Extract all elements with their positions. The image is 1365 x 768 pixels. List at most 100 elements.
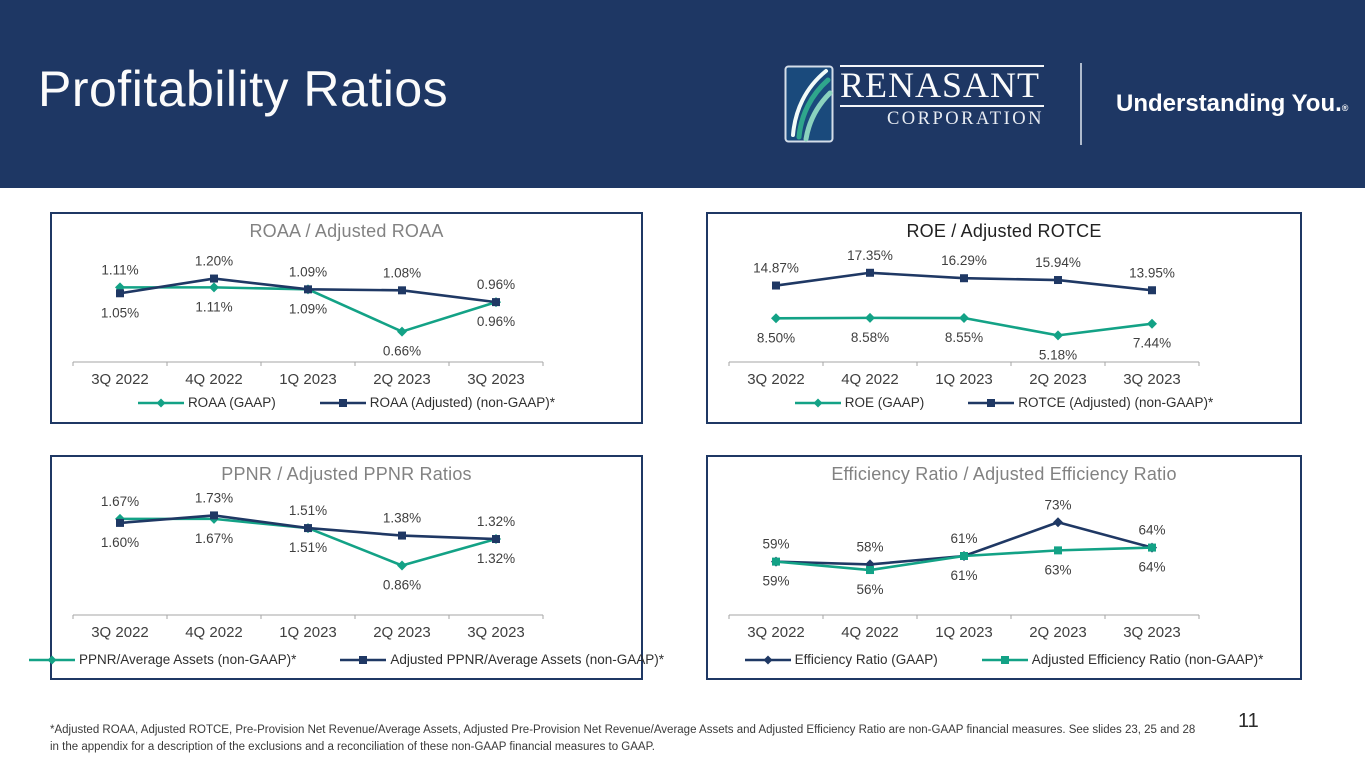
data-point-label: 1.51% [289, 540, 327, 555]
data-point-label: 0.66% [383, 344, 421, 359]
legend-item: ROAA (Adjusted) (non-GAAP)* [319, 395, 556, 410]
chart-legend-roe-rotce: ROE (GAAP) ROTCE (Adjusted) (non-GAAP)* [708, 395, 1300, 410]
legend-label: ROTCE (Adjusted) (non-GAAP)* [1018, 395, 1214, 410]
data-point-label: 16.29% [941, 253, 987, 268]
data-point-marker [304, 524, 312, 533]
line-chart-roaa: 3Q 2022 4Q 2022 1Q 2023 2Q 2023 3Q 2023 1.11%… [52, 242, 641, 394]
chart-title-efficiency: Efficiency Ratio / Adjusted Efficiency R… [831, 464, 1177, 484]
data-point-marker [398, 286, 406, 295]
data-point-marker [1054, 276, 1062, 285]
data-point-label: 1.11% [101, 262, 138, 277]
logo-subtitle: CORPORATION [886, 108, 1044, 129]
chart-plot-area: 3Q 2022 4Q 2022 1Q 2023 2Q 2023 3Q 2023 1.11%… [72, 254, 544, 388]
data-point-marker [1053, 517, 1063, 528]
legend-label: Adjusted Efficiency Ratio (non-GAAP)* [1031, 652, 1264, 667]
data-point-marker [492, 535, 500, 544]
data-point-marker [813, 398, 823, 407]
data-point-marker [338, 398, 347, 407]
tagline-text: Understanding You. [1116, 90, 1342, 117]
data-point-label: 58% [856, 539, 883, 554]
logo-mid-rule [840, 104, 1044, 107]
data-point-label: 61% [950, 568, 977, 583]
data-point-label: 59% [762, 574, 789, 589]
legend-item: Efficiency Ratio (GAAP) [744, 652, 938, 667]
x-axis-tick-label: 3Q 2022 [747, 371, 805, 388]
data-point-marker [1148, 543, 1156, 552]
data-point-marker [866, 268, 874, 277]
legend-label: ROE (GAAP) [844, 395, 925, 410]
chart-title-roaa: ROAA / Adjusted ROAA [249, 221, 444, 241]
data-point-label: 0.96% [477, 314, 515, 329]
x-axis-tick-label: 3Q 2023 [1123, 371, 1181, 388]
legend-label: Efficiency Ratio (GAAP) [794, 652, 938, 667]
chart-legend-ppnr: PPNR/Average Assets (non-GAAP)* Adjusted … [29, 652, 664, 667]
legend-marker [794, 398, 841, 407]
legend-item: ROE (GAAP) [794, 395, 925, 410]
legend-item: ROTCE (Adjusted) (non-GAAP)* [968, 395, 1213, 410]
data-point-label: 64% [1138, 523, 1165, 538]
data-point-label: 0.86% [383, 577, 421, 592]
data-point-marker [866, 566, 874, 575]
data-point-label: 5.18% [1039, 347, 1077, 362]
x-axis-tick-label: 1Q 2023 [935, 624, 993, 641]
legend-label: ROAA (Adjusted) (non-GAAP)* [369, 395, 556, 410]
data-point-label: 59% [762, 537, 789, 552]
data-point-marker [397, 560, 407, 571]
data-point-label: 1.11% [195, 299, 232, 314]
data-point-label: 8.50% [757, 330, 795, 345]
page-number: 11 [1238, 710, 1259, 732]
data-point-marker [865, 559, 875, 570]
legend-label: PPNR/Average Assets (non-GAAP)* [79, 652, 297, 667]
data-point-label: 1.67% [101, 494, 139, 509]
x-axis-tick-label: 3Q 2022 [91, 371, 149, 388]
logo-text-block: RENASANT CORPORATION [840, 65, 1044, 130]
legend-marker [340, 655, 387, 664]
chart-title-ppnr: PPNR / Adjusted PPNR Ratios [221, 464, 472, 484]
legend-label: Adjusted PPNR/Average Assets (non-GAAP)* [390, 652, 664, 667]
data-point-label: 1.09% [289, 301, 327, 316]
data-point-marker [210, 511, 218, 520]
brand-tagline: Understanding You.® [1116, 90, 1348, 118]
x-axis-tick-label: 2Q 2023 [1029, 371, 1087, 388]
chart-card-efficiency: Efficiency Ratio / Adjusted Efficiency R… [706, 455, 1302, 680]
chart-title-roe-rotce: ROE / Adjusted ROTCE [906, 221, 1102, 241]
renasant-logo: RENASANT CORPORATION [784, 65, 1044, 143]
legend-item: PPNR/Average Assets (non-GAAP)* [29, 652, 296, 667]
legend-item: Adjusted Efficiency Ratio (non-GAAP)* [981, 652, 1264, 667]
data-point-label: 14.87% [753, 261, 799, 276]
x-axis-tick-label: 4Q 2022 [185, 624, 243, 641]
data-point-marker [1053, 330, 1063, 341]
brand-lockup: RENASANT CORPORATION Understanding You.® [784, 56, 1348, 152]
chart-card-roaa: ROAA / Adjusted ROAA 3Q 2022 4Q 2022 1Q 20… [50, 212, 643, 424]
chart-legend-roaa: ROAA (GAAP) ROAA (Adjusted) (non-GAAP)* [52, 395, 641, 410]
x-axis-tick-label: 2Q 2023 [373, 371, 431, 388]
data-point-marker [397, 326, 407, 337]
data-point-marker [772, 557, 780, 566]
data-point-label: 15.94% [1035, 255, 1081, 270]
data-point-label: 8.55% [945, 330, 983, 345]
data-point-marker [359, 655, 368, 664]
data-point-label: 1.05% [101, 305, 139, 320]
data-point-marker [959, 313, 969, 324]
data-point-marker [116, 289, 124, 298]
data-point-marker [210, 274, 218, 283]
x-axis-tick-label: 3Q 2022 [91, 624, 149, 641]
line-chart-ppnr: 3Q 2022 4Q 2022 1Q 2023 2Q 2023 3Q 2023 1.67%… [52, 485, 641, 651]
data-point-label: 7.44% [1133, 336, 1171, 351]
x-axis-tick-label: 2Q 2023 [373, 624, 431, 641]
x-axis-tick-label: 3Q 2022 [747, 624, 805, 641]
logo-top-rule [840, 65, 1044, 67]
legend-item: ROAA (GAAP) [137, 395, 276, 410]
page-title: Profitability Ratios [38, 61, 449, 117]
legend-label: ROAA (GAAP) [187, 395, 276, 410]
chart-plot-area: 3Q 2022 4Q 2022 1Q 2023 2Q 2023 3Q 2023 59% 58… [728, 497, 1200, 641]
data-point-label: 73% [1044, 497, 1071, 512]
legend-marker [981, 655, 1028, 664]
data-point-label: 17.35% [847, 248, 893, 263]
x-axis-tick-label: 4Q 2022 [841, 371, 899, 388]
data-point-marker [116, 518, 124, 527]
legend-marker [968, 398, 1015, 407]
data-point-marker [398, 531, 406, 540]
data-point-label: 61% [950, 531, 977, 546]
data-point-marker [492, 298, 500, 307]
